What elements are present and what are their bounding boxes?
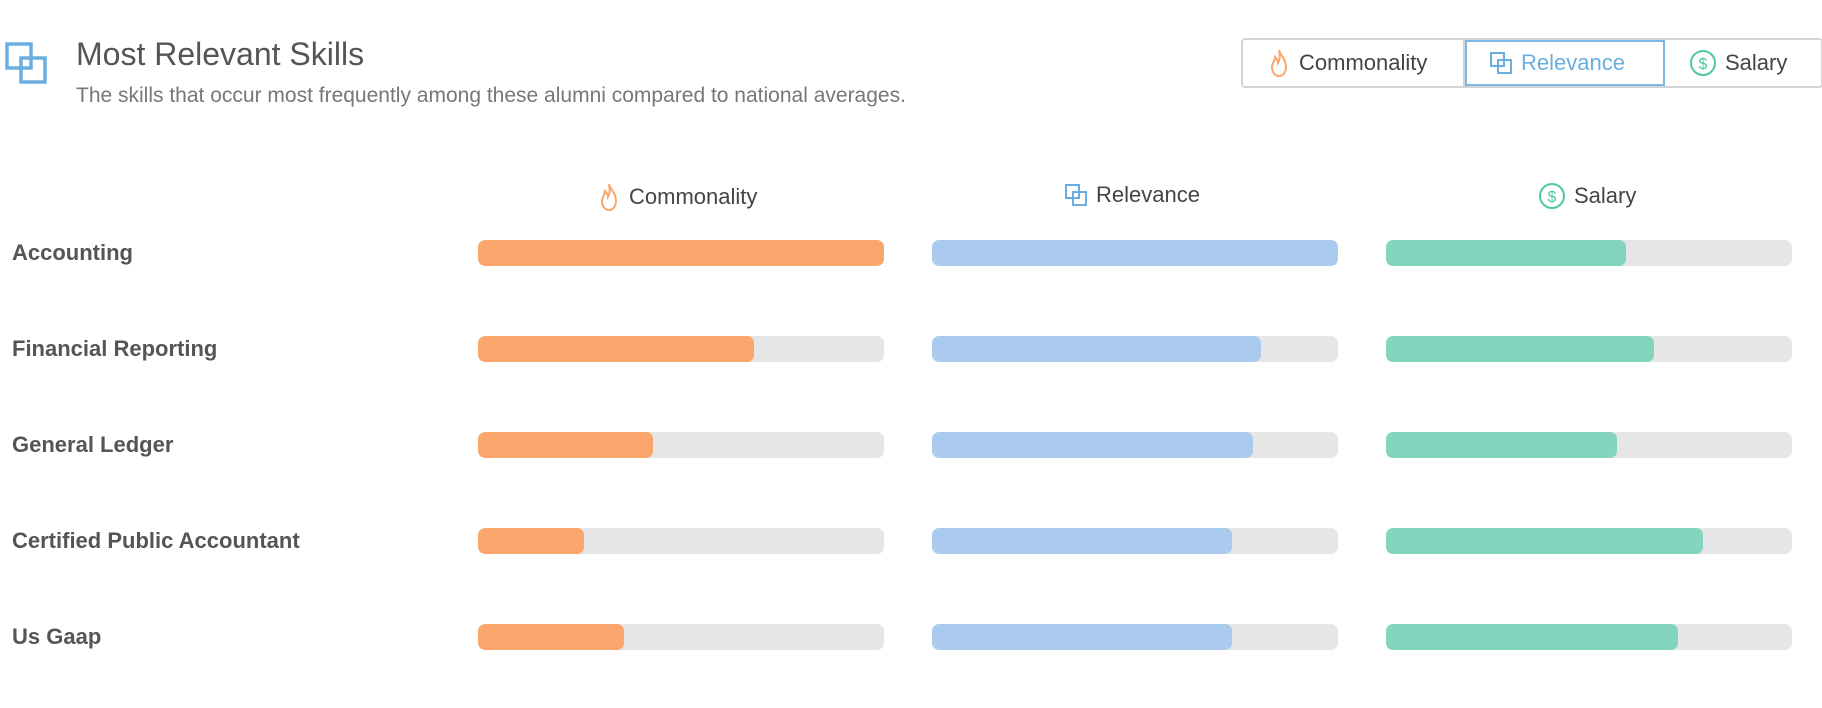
commonality-bar-track [478,528,884,554]
column-header-salary-label: Salary [1574,183,1637,208]
toggle-salary[interactable]: $ Salary [1665,40,1821,86]
dollar-circle-icon: $ [1690,50,1716,76]
commonality-bar-track [478,624,884,650]
relevance-bar-fill [932,432,1253,458]
skill-name: Certified Public Accountant [12,528,300,553]
salary-bar-track [1386,336,1792,362]
relevance-bar-fill [932,336,1261,362]
relevance-bar-fill [932,528,1233,554]
salary-bar-track [1386,432,1792,458]
commonality-bar-track [478,240,884,266]
commonality-bar-track [478,432,884,458]
overlap-squares-icon [1065,184,1087,206]
relevance-bar-track [932,432,1338,458]
relevance-bar-fill [932,240,1338,266]
skill-name: Accounting [12,240,133,265]
commonality-bar-fill [478,240,884,266]
relevance-bar-fill [932,624,1233,650]
relevance-bar-track [932,240,1338,266]
salary-bar-track [1386,240,1792,266]
commonality-bar-track [478,336,884,362]
relevance-bar-track [932,624,1338,650]
salary-bar-fill [1386,336,1654,362]
commonality-bar-fill [478,432,653,458]
toggle-commonality[interactable]: Commonality [1243,40,1465,86]
column-header-relevance: Relevance [1064,182,1200,208]
flame-icon [1270,49,1288,78]
svg-text:$: $ [1548,189,1557,206]
page-title: Most Relevant Skills [76,36,365,72]
toggle-relevance-label: Relevance [1521,50,1625,75]
skill-name: Financial Reporting [12,336,218,361]
flame-icon [600,183,618,212]
salary-bar-fill [1386,240,1626,266]
column-header-commonality: Commonality [597,182,757,212]
dollar-circle-icon: $ [1539,183,1565,209]
svg-text:$: $ [1699,56,1708,73]
toggle-salary-label: Salary [1725,50,1788,75]
page-subtitle: The skills that occur most frequently am… [76,84,906,107]
column-header-relevance-label: Relevance [1096,182,1200,207]
column-header-commonality-label: Commonality [629,184,758,209]
toggle-commonality-label: Commonality [1299,50,1428,75]
commonality-bar-fill [478,528,584,554]
commonality-bar-fill [478,624,625,650]
relevance-bar-track [932,528,1338,554]
commonality-bar-fill [478,336,755,362]
skill-name: Us Gaap [12,624,102,649]
overlap-squares-icon [5,42,47,84]
sort-toggle-group: Commonality Relevance $ Salary [1241,38,1822,88]
column-header-salary: $ Salary [1538,182,1636,210]
salary-bar-fill [1386,432,1618,458]
salary-bar-track [1386,624,1792,650]
salary-bar-fill [1386,528,1703,554]
salary-bar-fill [1386,624,1679,650]
toggle-relevance[interactable]: Relevance [1465,40,1665,86]
overlap-squares-icon [1490,52,1512,74]
salary-bar-track [1386,528,1792,554]
skill-name: General Ledger [12,432,174,457]
relevance-bar-track [932,336,1338,362]
